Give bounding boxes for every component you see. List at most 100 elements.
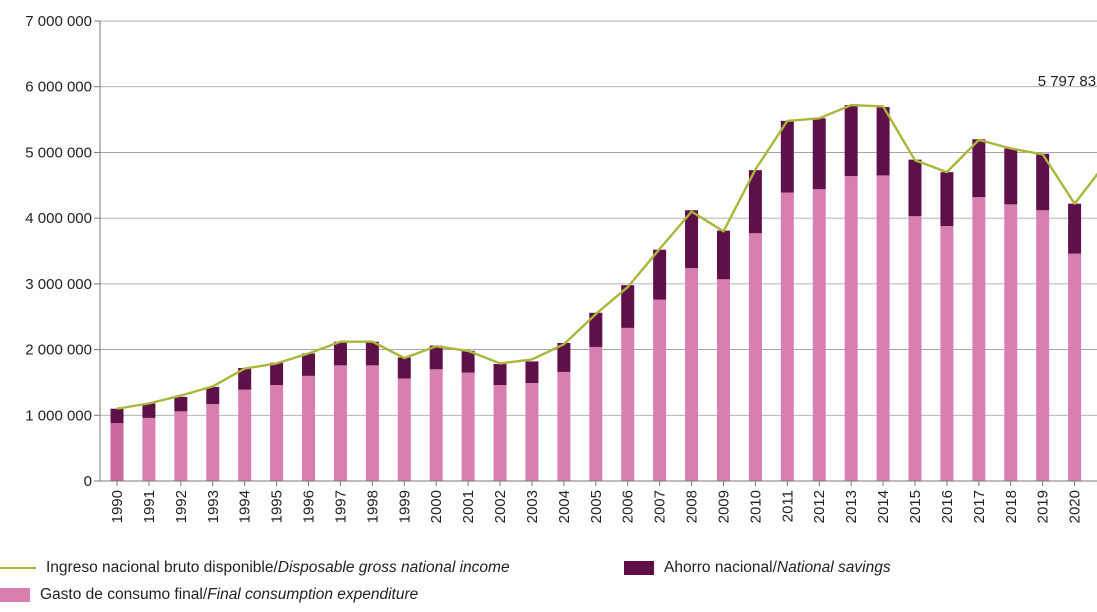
bar-consumption xyxy=(844,176,858,482)
legend-label-income-en: Disposable gross national income xyxy=(277,559,510,576)
bar-savings xyxy=(621,285,635,328)
bar-savings xyxy=(972,139,986,198)
bar-savings xyxy=(812,118,826,190)
x-tick-label: 2017 xyxy=(971,490,988,523)
y-tick-label: 4 000 000 xyxy=(25,210,92,227)
bar-consumption xyxy=(397,378,411,481)
bar-consumption xyxy=(174,411,188,481)
legend-item-savings: Ahorro nacional/National savings xyxy=(624,559,891,577)
bar-consumption xyxy=(1004,204,1018,482)
bar-savings xyxy=(142,403,156,418)
bar-consumption xyxy=(589,346,603,481)
bar-savings xyxy=(908,159,922,217)
x-tick-label: 2005 xyxy=(588,490,605,523)
x-tick-label: 1991 xyxy=(141,490,158,523)
bar-savings xyxy=(589,312,603,347)
bar-consumption xyxy=(525,383,539,481)
bar-savings xyxy=(876,107,890,176)
chart: 0 1 000 000 2 000 000 3 000 000 4 000 000 5 0… xyxy=(25,13,1097,523)
bar-savings xyxy=(110,408,124,424)
legend-label-savings-es: Ahorro nacional/ xyxy=(664,559,777,576)
y-tick-label: 0 xyxy=(84,473,92,490)
bar-consumption xyxy=(940,226,954,481)
bar-consumption xyxy=(716,279,730,481)
legend-item-consumption: Gasto de consumo final/Final consumption… xyxy=(0,586,418,604)
x-tick-label: 2013 xyxy=(843,490,860,523)
bar-consumption xyxy=(302,375,316,481)
x-tick-label: 2001 xyxy=(460,490,477,523)
bar-consumption xyxy=(493,385,507,481)
bar-savings xyxy=(429,345,443,370)
bar-consumption xyxy=(238,389,252,481)
bar-consumption xyxy=(621,327,635,481)
bar-consumption xyxy=(876,175,890,481)
bar-savings xyxy=(940,172,954,227)
x-tick-label: 2020 xyxy=(1067,490,1084,523)
bar-consumption xyxy=(110,423,124,481)
bar-consumption xyxy=(365,365,379,481)
bar-consumption xyxy=(653,299,667,481)
bar-savings xyxy=(653,249,667,300)
legend-swatch-savings xyxy=(624,561,654,575)
bar-savings xyxy=(302,353,316,376)
legend-label-consumption-en: Final consumption expenditure xyxy=(207,586,419,603)
bar-savings xyxy=(397,357,411,379)
income-line xyxy=(116,103,1097,410)
bar-consumption xyxy=(812,189,826,481)
x-tick-label: 1999 xyxy=(396,490,413,523)
bar-consumption xyxy=(461,372,475,481)
bar-savings xyxy=(238,367,252,390)
x-tick-label: 2015 xyxy=(907,490,924,523)
bar-consumption xyxy=(908,216,922,481)
x-tick-label: 2011 xyxy=(779,490,796,522)
y-tick-label: 5 000 000 xyxy=(25,144,92,161)
y-tick-label: 7 000 000 xyxy=(25,13,92,30)
bars xyxy=(110,105,1082,482)
bar-savings xyxy=(557,343,571,372)
x-tick-label: 1993 xyxy=(205,490,222,523)
x-tick-label: 2004 xyxy=(556,490,573,523)
legend-label-income-es: Ingreso nacional bruto disponible/ xyxy=(46,559,278,576)
bar-savings xyxy=(525,361,539,384)
bar-consumption xyxy=(748,233,762,481)
legend-swatch-consumption xyxy=(0,588,30,602)
x-tick-label: 1992 xyxy=(173,490,190,523)
bar-consumption xyxy=(142,417,156,481)
y-tick-label: 2 000 000 xyxy=(25,342,92,359)
y-tick-label: 3 000 000 xyxy=(25,276,92,293)
x-tick-label: 2008 xyxy=(684,490,701,523)
annotation-label: 5 797 832 xyxy=(1038,73,1097,90)
x-tick-label: 1995 xyxy=(269,490,286,523)
x-axis: 1990 1991 1992 1993 1994 1995 1996 1997 1998 1999… xyxy=(100,480,1097,523)
x-tick-label: 1997 xyxy=(332,490,349,523)
bar-consumption xyxy=(557,371,571,481)
bar-savings xyxy=(270,362,284,386)
x-tick-label: 2006 xyxy=(620,490,637,523)
legend-swatch-income xyxy=(0,567,36,569)
bar-savings xyxy=(461,350,475,373)
x-tick-label: 1990 xyxy=(109,490,126,523)
bar-consumption xyxy=(1036,210,1050,481)
bar-consumption xyxy=(1068,253,1082,481)
bar-consumption xyxy=(685,268,699,481)
bar-savings xyxy=(1068,203,1082,254)
x-tick-label: 2014 xyxy=(875,490,892,523)
bar-savings xyxy=(748,170,762,234)
x-tick-label: 2016 xyxy=(939,490,956,523)
bar-consumption xyxy=(206,404,220,481)
y-tick-label: 1 000 000 xyxy=(25,407,92,424)
y-axis: 0 1 000 000 2 000 000 3 000 000 4 000 000 5 0… xyxy=(25,13,101,490)
x-tick-label: 2009 xyxy=(715,490,732,523)
bar-savings xyxy=(716,230,730,280)
bar-savings xyxy=(206,387,220,405)
x-tick-label: 1996 xyxy=(301,490,318,523)
x-tick-label: 2002 xyxy=(492,490,509,523)
x-tick-label: 2003 xyxy=(524,490,541,523)
bar-savings xyxy=(844,105,858,177)
legend-item-income: Ingreso nacional bruto disponible/Dispos… xyxy=(0,559,510,577)
bar-savings xyxy=(685,210,699,269)
bar-consumption xyxy=(429,369,443,481)
legend-label-consumption-es: Gasto de consumo final/ xyxy=(40,586,208,603)
x-tick-label: 2010 xyxy=(747,490,764,523)
line-income xyxy=(116,103,1097,410)
